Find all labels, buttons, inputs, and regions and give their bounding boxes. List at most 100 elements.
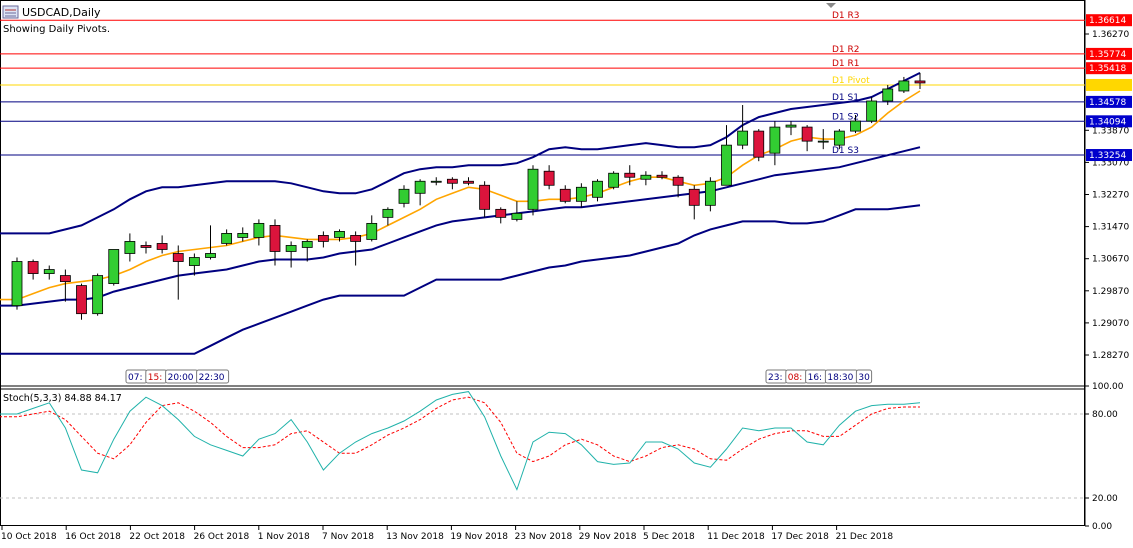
candle (850, 115, 861, 134)
stoch-tick-label: 0.00 (1092, 522, 1112, 532)
candle-body (785, 124, 797, 128)
candle (543, 165, 555, 190)
time-tick-label: 7 Nov 2018 (322, 532, 374, 542)
candle (172, 245, 184, 300)
candle-body (269, 224, 281, 252)
candle (140, 241, 152, 254)
candle (511, 201, 523, 222)
pivot-price-tag (1086, 149, 1132, 162)
candle-body (43, 269, 55, 274)
price-tick-label: 1.29070 (1092, 319, 1129, 329)
candle-body (108, 249, 120, 284)
candle-body (76, 285, 87, 315)
pivot-price-tag-label: 1.33254 (1089, 151, 1126, 161)
pivot-label: D1 S1 (832, 93, 859, 103)
candle-body (753, 130, 765, 158)
candle-body (769, 126, 781, 154)
candle-body (301, 241, 313, 248)
candle (753, 129, 765, 162)
time-axis: 10 Oct 2018 16 Oct 2018 22 Oct 2018 26 Oct … (1, 526, 893, 542)
candle-body (737, 130, 749, 146)
candle (188, 253, 200, 276)
symbol-title: USDCAD,Daily (22, 6, 101, 19)
candle-body (430, 180, 442, 183)
middle-band-line (0, 146, 921, 307)
candle (253, 219, 265, 246)
candle (527, 165, 539, 216)
candle (656, 171, 668, 180)
time-tick-label: 23 Nov 2018 (515, 532, 573, 542)
price-tick-label: 1.31470 (1092, 223, 1129, 233)
candle (592, 179, 603, 202)
candle (559, 185, 571, 204)
candle-body (140, 245, 152, 248)
price-tick-label: 1.30670 (1092, 255, 1129, 265)
price-tick-label: 1.32270 (1092, 191, 1129, 201)
price-tick-label: 1.33070 (1092, 158, 1129, 168)
candle (463, 177, 474, 186)
candle (608, 171, 620, 190)
time-tick-label: 11 Dec 2018 (707, 532, 765, 542)
candle-body (688, 188, 700, 206)
candle (108, 249, 120, 286)
legend-scroll-label: 30 (858, 373, 870, 383)
time-tick-label: 19 Nov 2018 (450, 532, 508, 542)
shift-marker-icon[interactable] (826, 3, 836, 8)
time-tick-label: 17 Dec 2018 (771, 532, 829, 542)
pivot-price-tag-label: 1.34094 (1089, 117, 1126, 127)
candle-body (914, 80, 926, 84)
legend-scroll-segment[interactable] (196, 369, 230, 384)
candle (414, 179, 426, 206)
stoch-tick-label: 20.00 (1092, 494, 1118, 504)
pivot-price-tag (1086, 78, 1132, 91)
candle (350, 231, 362, 266)
time-tick-label: 16 Oct 2018 (65, 532, 121, 542)
candle (737, 105, 749, 150)
candle-body (559, 188, 571, 202)
candle (301, 239, 313, 262)
candle (430, 177, 442, 186)
candle-body (624, 172, 636, 178)
candle (221, 229, 233, 246)
pivot-label: D1 R2 (832, 45, 860, 55)
time-tick-label: 29 Nov 2018 (579, 532, 637, 542)
symbol-icon (2, 5, 19, 19)
legend-scroll-label: 20:00 (168, 373, 194, 383)
pivot-price-tag-label: 1.34578 (1089, 98, 1126, 108)
candle-body (882, 88, 894, 102)
candle-body (59, 275, 71, 282)
moving-average-line (0, 90, 921, 301)
candle (124, 233, 136, 262)
pivot-price-tag (1086, 47, 1132, 60)
candle (721, 125, 732, 186)
candle (479, 181, 491, 218)
candle-body (92, 275, 104, 315)
price-tick-label: 1.36270 (1092, 30, 1129, 40)
time-tick-label: 21 Dec 2018 (836, 532, 894, 542)
candle-body (543, 170, 555, 186)
legend-scroll-right[interactable]: 23: 08: 16: 18:30 30 (765, 369, 873, 384)
candle-body (833, 130, 845, 146)
candle (76, 283, 87, 320)
legend-scroll-segment[interactable] (855, 369, 873, 384)
candle-body (205, 253, 216, 258)
price-tick-label: 1.28270 (1092, 351, 1129, 361)
candle-body (156, 243, 168, 250)
legend-scroll-left[interactable]: 07: 15: 20:00 22:30 (125, 369, 230, 384)
pivot-price-tag-label: 1.36614 (1089, 16, 1126, 26)
candle-body (253, 222, 265, 238)
candle-body (382, 208, 394, 218)
legend-scroll-label: 16: (808, 373, 822, 383)
pivot-subtitle: Showing Daily Pivots. (3, 24, 110, 35)
candle (704, 177, 716, 212)
candle-body (285, 245, 297, 252)
price-tick-label: 1.33870 (1092, 126, 1129, 136)
candle-body (463, 180, 474, 184)
candle-body (479, 184, 491, 210)
legend-scroll-label: 15: (148, 373, 162, 383)
candle (269, 219, 281, 266)
candle (672, 175, 684, 198)
candle (43, 265, 55, 280)
pivot-label: D1 S3 (832, 146, 859, 156)
